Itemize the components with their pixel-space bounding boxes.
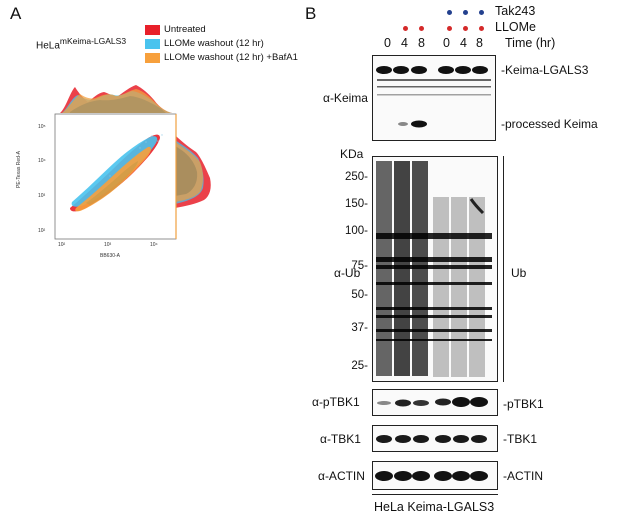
tbk1-blot — [372, 425, 498, 452]
footer-line — [372, 494, 498, 496]
legend-item-llome-bafa1: LLOMe washout (12 hr) +BafA1 — [145, 52, 298, 63]
tbk1-bands — [376, 435, 487, 443]
cell-line-footer: HeLa Keima-LGALS3 — [374, 500, 495, 514]
flow-x-tick: 10⁴ — [150, 242, 158, 248]
flow-y-tick: 10⁵ — [38, 124, 46, 130]
kda-marker: 25- — [351, 360, 368, 372]
llome-dot — [463, 26, 468, 31]
llome-dot — [479, 26, 484, 31]
legend-item-llome-washout: LLOMe washout (12 hr) — [145, 38, 264, 49]
tak243-dot — [479, 10, 484, 15]
band-tbk1: -TBK1 — [503, 432, 538, 446]
band-ub: Ub — [511, 266, 527, 280]
time-value: 8 — [476, 36, 483, 50]
band-keima-lgals3: -Keima-LGALS3 — [501, 63, 589, 77]
legend-swatch-llome-bafa1 — [145, 52, 160, 63]
flow-y-tick: 10⁴ — [38, 158, 46, 164]
time-label: Time (hr) — [505, 36, 556, 50]
tak243-dot — [447, 10, 452, 15]
panel-a-label: A — [10, 4, 22, 23]
ub-bracket — [503, 156, 505, 382]
kda-marker: 150- — [344, 198, 368, 210]
flow-legend: Untreated LLOMe washout (12 hr) LLOMe wa… — [145, 24, 298, 72]
ub-blot — [372, 156, 498, 382]
legend-label: LLOMe washout (12 hr) — [164, 38, 264, 49]
antibody-ub: α-Ub — [334, 266, 361, 280]
antibody-tbk1: α-TBK1 — [320, 432, 361, 446]
tak243-dot — [463, 10, 468, 15]
ub-smear — [376, 161, 492, 377]
time-value: 0 — [443, 36, 450, 50]
kda-marker: 75- — [351, 260, 368, 272]
flow-cytometry-plot — [54, 85, 211, 240]
right-histogram — [175, 135, 211, 208]
actin-blot — [372, 461, 498, 490]
antibody-ptbk1: α-pTBK1 — [312, 395, 360, 409]
ptbk1-blot — [372, 389, 498, 416]
time-value: 4 — [401, 36, 408, 50]
llome-dot — [447, 26, 452, 31]
llome-label: LLOMe — [495, 20, 536, 34]
cell-line-label: HeLamKeima-LGALS3 — [36, 36, 126, 51]
flow-y-tick: 10³ — [38, 193, 46, 199]
cell-line-base: HeLa — [36, 40, 60, 52]
llome-dot — [419, 26, 424, 31]
kda-marker: 100- — [344, 225, 368, 237]
actin-bands — [375, 471, 488, 481]
keima-blot — [372, 55, 496, 141]
flow-x-tick: 10² — [58, 242, 66, 248]
flow-y-axis-label: PE-Texas Red-A — [16, 151, 22, 188]
legend-label: LLOMe washout (12 hr) +BafA1 — [164, 52, 298, 63]
legend-swatch-llome-washout — [145, 38, 160, 49]
band-actin: -ACTIN — [503, 469, 543, 483]
time-value: 4 — [460, 36, 467, 50]
band-ptbk1: -pTBK1 — [503, 397, 544, 411]
antibody-keima: α-Keima — [323, 91, 368, 105]
scatter-cloud — [70, 134, 160, 212]
flow-y-tick: 10² — [38, 228, 46, 234]
time-value: 8 — [418, 36, 425, 50]
legend-label: Untreated — [164, 24, 206, 35]
flow-x-tick: 10³ — [104, 242, 112, 248]
cell-line-superscript: mKeima-LGALS3 — [59, 36, 127, 46]
panel-b-label: B — [305, 4, 317, 23]
llome-dot — [403, 26, 408, 31]
kda-marker: 250- — [344, 171, 368, 183]
band-processed-keima: -processed Keima — [501, 117, 598, 131]
kda-marker: 50- — [351, 289, 368, 301]
kda-header: KDa — [340, 147, 364, 161]
scatter-outlier-points — [109, 134, 163, 177]
legend-swatch-untreated — [145, 24, 160, 35]
flow-x-axis-label: BB630-A — [100, 253, 121, 259]
kda-marker: 37- — [351, 322, 368, 334]
top-histogram — [60, 85, 172, 113]
legend-item-untreated: Untreated — [145, 24, 206, 35]
tak243-label: Tak243 — [495, 4, 536, 18]
time-value: 0 — [384, 36, 391, 50]
keima-bands — [376, 66, 491, 128]
ptbk1-bands — [377, 397, 488, 407]
antibody-actin: α-ACTIN — [318, 469, 365, 483]
